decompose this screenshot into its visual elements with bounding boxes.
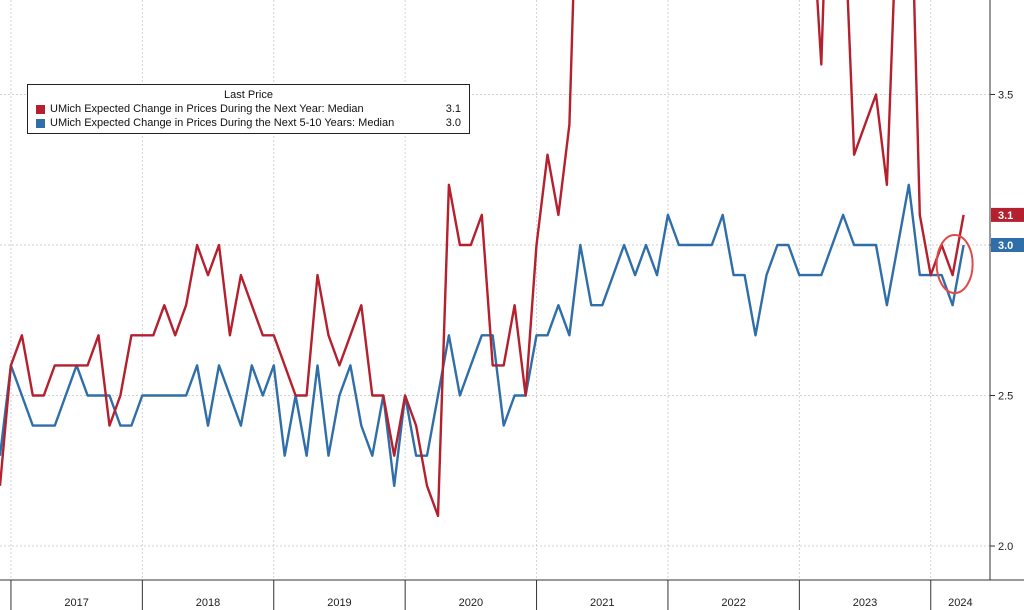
legend-value-5-10-years: 3.0 [445, 116, 461, 129]
last-value-tag-label: 3.1 [998, 210, 1013, 222]
x-tick-label: 2024 [948, 597, 972, 609]
legend-swatch-next-year [36, 104, 45, 114]
highlight-annotation [935, 234, 974, 295]
series-line-next-year [0, 0, 965, 518]
y-tick-label: 2.5 [998, 391, 1013, 403]
legend-value-next-year: 3.1 [445, 102, 461, 115]
series-line-5-10-years [0, 183, 965, 487]
y-axis: 2.02.53.03.54.04.55.05.53.13.0 [989, 0, 1024, 580]
legend-label-next-year: UMich Expected Change in Prices During t… [50, 102, 364, 115]
x-tick-label: 2017 [64, 597, 88, 609]
highlight-ellipse [935, 234, 974, 295]
legend-item-next-year: UMich Expected Change in Prices During t… [36, 102, 461, 116]
legend-swatch-5-10-years [36, 118, 45, 128]
legend-item-5-10-years: UMich Expected Change in Prices During t… [36, 116, 461, 130]
x-tick-label: 2022 [721, 597, 745, 609]
x-tick-label: 2018 [196, 597, 220, 609]
legend: Last Price UMich Expected Change in Pric… [27, 84, 470, 134]
legend-title: Last Price [224, 89, 273, 101]
x-tick-label: 2019 [327, 597, 351, 609]
series-lines [0, 0, 965, 518]
legend-label-5-10-years: UMich Expected Change in Prices During t… [50, 116, 395, 129]
x-axis: 2017 2018 2019 2020 2021 2022 2023 2024 [0, 579, 1024, 610]
last-value-tag [991, 207, 1024, 222]
x-tick-label: 2021 [590, 597, 614, 609]
x-tick-label: 2020 [459, 597, 483, 609]
x-tick-label: 2023 [853, 597, 877, 609]
y-tick-label: 3.5 [998, 90, 1013, 102]
last-value-tag [991, 238, 1024, 252]
last-value-tag-label: 3.0 [998, 240, 1013, 252]
y-tick-label: 2.0 [998, 541, 1013, 553]
